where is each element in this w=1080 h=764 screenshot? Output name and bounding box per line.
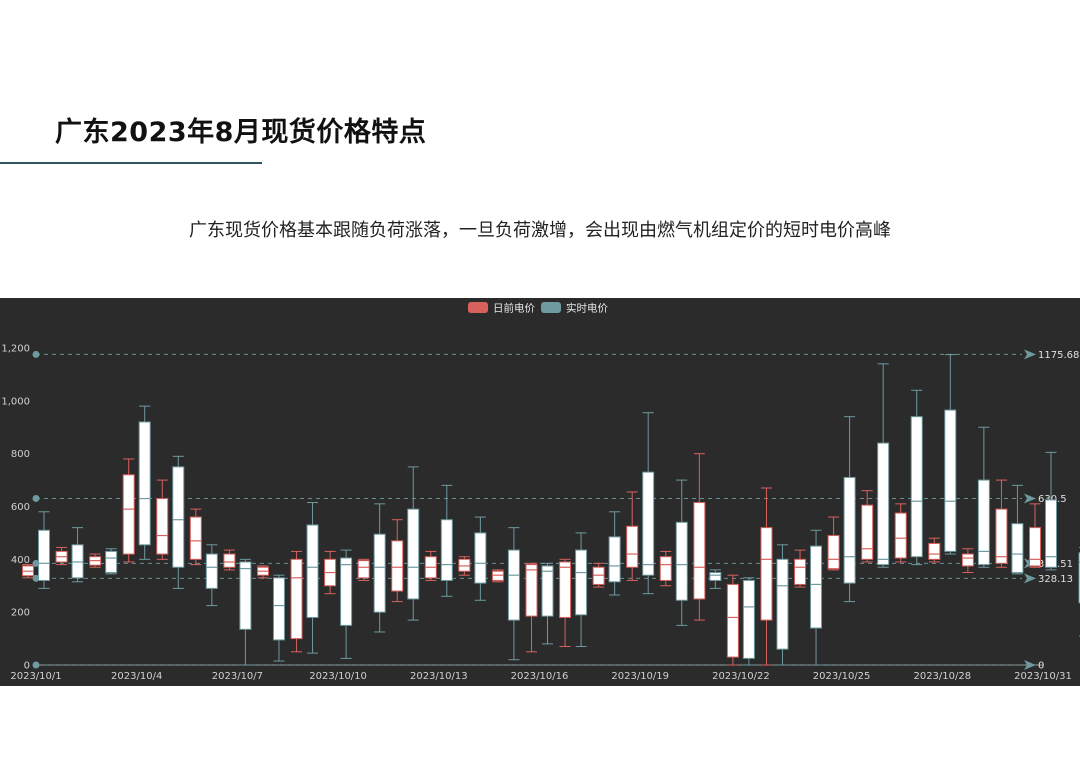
day-ahead-box [861, 504, 874, 560]
day-ahead-box [928, 542, 941, 560]
x-tick-label: 2023/10/7 [212, 671, 263, 682]
slide-subtitle: 广东现货价格基本跟随负荷涨落，一旦负荷激增，会出现由燃气机组定价的短时电价高峰 [189, 220, 891, 241]
mark-line-arrow-icon [1024, 660, 1036, 670]
real-time-box [843, 476, 856, 584]
y-tick-label: 600 [11, 502, 30, 513]
day-ahead-box [357, 560, 370, 579]
real-time-box [507, 549, 520, 621]
day-ahead-box [559, 561, 572, 618]
x-tick-label: 2023/10/31 [1014, 671, 1072, 682]
real-time-box [172, 466, 185, 568]
real-time-box [810, 545, 823, 629]
real-time-box [373, 533, 386, 613]
legend-label-day-ahead: 日前电价 [493, 302, 535, 315]
mark-line-arrow-icon [1024, 493, 1036, 504]
slide-title: 广东2023年8月现货价格特点 [55, 117, 427, 148]
day-ahead-box [525, 564, 538, 617]
real-time-box [440, 519, 453, 581]
x-tick-label: 2023/10/4 [111, 671, 162, 682]
real-time-box [575, 549, 588, 616]
day-ahead-box [961, 553, 974, 567]
x-tick-label: 2023/10/19 [611, 671, 669, 682]
real-time-box [306, 524, 319, 618]
day-ahead-box [391, 540, 404, 592]
day-ahead-box [156, 498, 169, 555]
x-tick-label: 2023/10/22 [712, 671, 770, 682]
x-tick-label: 2023/10/28 [913, 671, 971, 682]
real-time-box [944, 409, 957, 552]
mark-line-label: 328.13 [1038, 574, 1073, 585]
day-ahead-box [592, 566, 605, 585]
mark-line-start-dot [32, 661, 40, 669]
title-underline [0, 162, 262, 164]
legend-swatch-real-time [541, 302, 561, 313]
real-time-box [977, 479, 990, 566]
real-time-box [776, 558, 789, 650]
real-time-box [205, 553, 218, 589]
x-tick-label: 2023/10/16 [511, 671, 569, 682]
day-ahead-box [223, 553, 236, 568]
day-ahead-box [458, 558, 471, 572]
real-time-box [38, 529, 50, 581]
boxplot-chart: 0 200 400 600 800 1,000 1,200 2023/10/1 2023/10/… [1, 302, 1080, 682]
day-ahead-box [726, 583, 739, 658]
x-tick-label: 2023/10/10 [309, 671, 367, 682]
real-time-box [742, 579, 755, 659]
y-tick-label: 1,200 [1, 344, 30, 355]
x-tick-label: 2023/10/25 [813, 671, 871, 682]
day-ahead-box [659, 556, 672, 581]
y-tick-label: 400 [11, 555, 30, 566]
real-time-box [541, 565, 554, 617]
day-ahead-box [290, 558, 303, 640]
day-ahead-box [760, 527, 773, 621]
legend-label-real-time: 实时电价 [566, 302, 608, 315]
mark-line-arrow-icon [1024, 573, 1036, 584]
real-time-box [272, 577, 285, 641]
real-time-box [71, 544, 84, 579]
real-time-box [340, 557, 353, 626]
day-ahead-box [122, 474, 135, 555]
x-tick-label: 2023/10/1 [10, 671, 61, 682]
real-time-box [1045, 499, 1057, 568]
day-ahead-box [1029, 527, 1041, 567]
day-ahead-box [894, 512, 907, 559]
chart-panel: 0 200 400 600 800 1,000 1,200 2023/10/1 2023/10/… [0, 298, 1080, 686]
y-tick-label: 1,000 [1, 396, 30, 407]
real-time-box [642, 471, 655, 576]
day-ahead-box [794, 558, 807, 585]
real-time-box [105, 550, 118, 574]
day-ahead-box [693, 502, 706, 600]
mark-line-start-dot [32, 494, 40, 502]
real-time-box [474, 532, 487, 584]
mark-line-start-dot [32, 574, 40, 582]
mark-line-start-dot [32, 559, 40, 567]
y-tick-label: 0 [24, 661, 30, 672]
real-time-box [239, 561, 252, 630]
real-time-box [910, 416, 923, 558]
legend-swatch-day-ahead [468, 302, 488, 313]
real-time-box [709, 572, 722, 581]
mark-line-label: 1175.68 [1038, 350, 1079, 361]
mark-line-label: 0 [1038, 661, 1044, 672]
x-tick-label: 2023/10/13 [410, 671, 468, 682]
day-ahead-box [626, 525, 639, 568]
real-time-box [608, 536, 621, 583]
real-time-box [1011, 523, 1024, 574]
day-ahead-box [995, 508, 1008, 564]
y-tick-label: 200 [11, 608, 30, 619]
real-time-box [407, 508, 420, 600]
real-time-box [877, 442, 890, 566]
real-time-box [675, 521, 688, 601]
day-ahead-box [827, 535, 840, 570]
real-time-box [138, 421, 151, 546]
day-ahead-box [491, 570, 504, 581]
mark-line-arrow-icon [1024, 349, 1036, 360]
y-tick-label: 800 [11, 449, 30, 460]
mark-line-start-dot [32, 350, 40, 358]
day-ahead-box [189, 516, 202, 560]
